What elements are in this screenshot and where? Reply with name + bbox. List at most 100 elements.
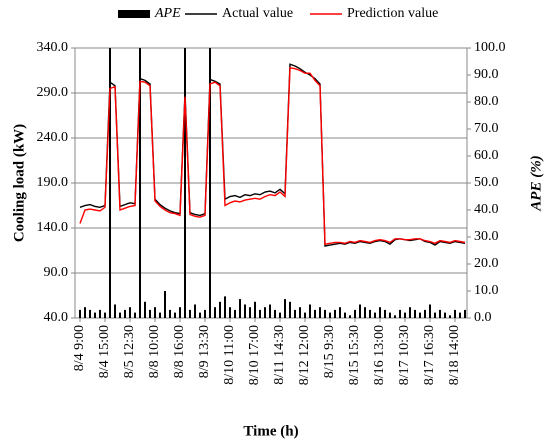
legend-label: Prediction value: [347, 6, 438, 21]
ape-bar: [219, 301, 221, 318]
ape-bar: [99, 309, 101, 318]
x-tick-label: 8/10 11:00: [222, 325, 237, 385]
ape-bar: [354, 309, 356, 318]
ape-bar: [344, 312, 346, 318]
ape-bar: [379, 307, 381, 318]
ape-bar: [79, 309, 81, 318]
x-tick-label: 8/17 16:30: [422, 325, 437, 385]
y2-tick-label: 80.0: [474, 94, 499, 109]
ape-bar: [184, 48, 186, 318]
ape-bar: [84, 307, 86, 318]
ape-bar: [244, 304, 246, 318]
ape-bar: [374, 312, 376, 318]
ape-bar: [439, 309, 441, 318]
x-tick-label: 8/4 9:00: [72, 325, 87, 371]
ape-bar: [429, 304, 431, 318]
x-tick-label: 8/18 14:00: [447, 325, 462, 385]
y2-axis-title: APE (%): [528, 155, 544, 211]
ape-bar: [179, 307, 181, 318]
ape-bar: [209, 48, 211, 318]
ape-bar: [119, 312, 121, 318]
y-tick-label: 290.0: [37, 85, 69, 100]
ape-bar: [399, 309, 401, 318]
ape-bar: [384, 309, 386, 318]
y2-tick-label: 100.0: [474, 40, 506, 55]
ape-bar: [334, 309, 336, 318]
y-tick-label: 190.0: [37, 175, 69, 190]
y2-tick-label: 0.0: [474, 310, 492, 325]
x-tick-label: 8/17 10:30: [397, 325, 412, 385]
ape-bar: [94, 312, 96, 318]
ape-bar: [114, 304, 116, 318]
ape-bar: [109, 48, 111, 318]
y2-tick-label: 90.0: [474, 67, 499, 82]
legend-label: Actual value: [222, 6, 293, 21]
ape-bar: [369, 309, 371, 318]
x-tick-label: 8/12 12:00: [297, 325, 312, 385]
y2-tick-label: 60.0: [474, 148, 499, 163]
ape-bar: [319, 307, 321, 318]
ape-bar: [229, 307, 231, 318]
ape-bar: [304, 312, 306, 318]
ape-bar: [289, 301, 291, 318]
ape-bar: [274, 309, 276, 318]
ape-bar: [154, 307, 156, 318]
ape-bar: [134, 312, 136, 318]
ape-bar: [424, 309, 426, 318]
ape-bar: [159, 312, 161, 318]
y-axis-title: Cooling load (kW): [11, 124, 27, 242]
ape-bar: [104, 312, 106, 318]
ape-bar: [299, 307, 301, 318]
ape-bar: [124, 309, 126, 318]
ape-bar: [249, 307, 251, 318]
y-tick-label: 140.0: [37, 220, 69, 235]
ape-bar: [224, 296, 226, 318]
ape-bar: [434, 312, 436, 318]
ape-bar: [294, 309, 296, 318]
x-axis-title: Time (h): [243, 423, 298, 439]
y-tick-label: 340.0: [37, 40, 69, 55]
x-tick-label: 8/4 15:00: [97, 325, 112, 378]
x-tick-label: 8/8 16:00: [172, 325, 187, 378]
ape-bar: [149, 309, 151, 318]
x-tick-label: 8/11 14:30: [272, 325, 287, 385]
ape-bar: [259, 309, 261, 318]
ape-bar: [349, 315, 351, 318]
series-line: [79, 66, 466, 246]
ape-bar: [189, 309, 191, 318]
x-tick-label: 8/15 9:30: [322, 325, 337, 378]
ape-bar: [314, 309, 316, 318]
ape-bar: [264, 307, 266, 318]
ape-bar: [444, 312, 446, 318]
ape-bar: [339, 307, 341, 318]
ape-bar: [409, 307, 411, 318]
ape-bar: [449, 315, 451, 318]
ape-bar: [204, 309, 206, 318]
ape-bar: [414, 309, 416, 318]
y2-tick-label: 70.0: [474, 121, 499, 136]
y-tick-label: 90.0: [44, 265, 69, 280]
ape-bar: [89, 309, 91, 318]
y2-tick-label: 40.0: [474, 202, 499, 217]
x-tick-label: 8/16 13:00: [372, 325, 387, 385]
ape-bar: [269, 304, 271, 318]
y-tick-label: 240.0: [37, 130, 69, 145]
ape-bar: [239, 299, 241, 318]
series-line: [79, 63, 466, 247]
ape-bar: [234, 309, 236, 318]
ape-bar: [464, 309, 466, 318]
ape-bar: [359, 304, 361, 318]
ape-bar: [404, 312, 406, 318]
ape-bar: [454, 309, 456, 318]
ape-bar: [169, 309, 171, 318]
y2-tick-label: 50.0: [474, 175, 499, 190]
ape-bar: [389, 312, 391, 318]
y-tick-label: 40.0: [44, 310, 69, 325]
ape-bar: [144, 301, 146, 318]
x-tick-label: 8/8 10:00: [147, 325, 162, 378]
ape-bar: [394, 315, 396, 318]
x-tick-label: 8/15 15:30: [347, 325, 362, 385]
ape-bar: [199, 312, 201, 318]
ape-bar: [309, 304, 311, 318]
